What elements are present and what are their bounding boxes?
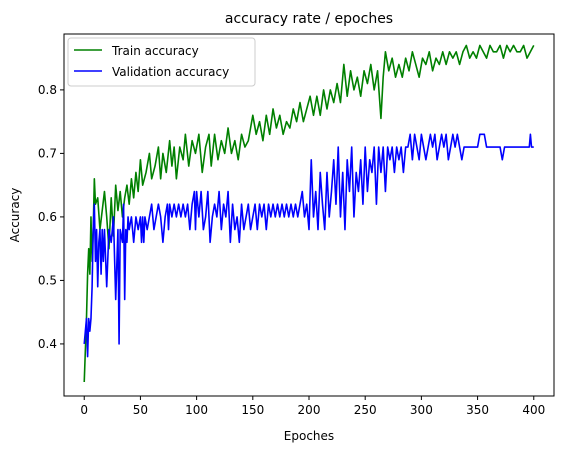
y-axis-label: Accuracy	[8, 188, 22, 243]
x-tick-label: 200	[298, 403, 321, 417]
x-tick-label: 350	[466, 403, 489, 417]
y-tick-label: 0.7	[38, 146, 57, 160]
y-tick-label: 0.5	[38, 273, 57, 287]
legend-label-validation: Validation accuracy	[112, 65, 229, 79]
legend-label-train: Train accuracy	[111, 44, 199, 58]
x-tick-label: 300	[410, 403, 433, 417]
legend: Train accuracy Validation accuracy	[68, 38, 255, 86]
y-tick-label: 0.8	[38, 83, 57, 97]
x-tick-label: 0	[80, 403, 88, 417]
y-tick-label: 0.4	[38, 337, 57, 351]
x-tick-label: 250	[354, 403, 377, 417]
x-tick-label: 50	[133, 403, 148, 417]
x-tick-label: 100	[185, 403, 208, 417]
x-tick-label: 150	[241, 403, 264, 417]
x-tick-label: 400	[522, 403, 545, 417]
x-axis-label: Epoches	[284, 429, 334, 443]
y-tick-label: 0.6	[38, 210, 57, 224]
chart-title: accuracy rate / epoches	[225, 11, 393, 27]
